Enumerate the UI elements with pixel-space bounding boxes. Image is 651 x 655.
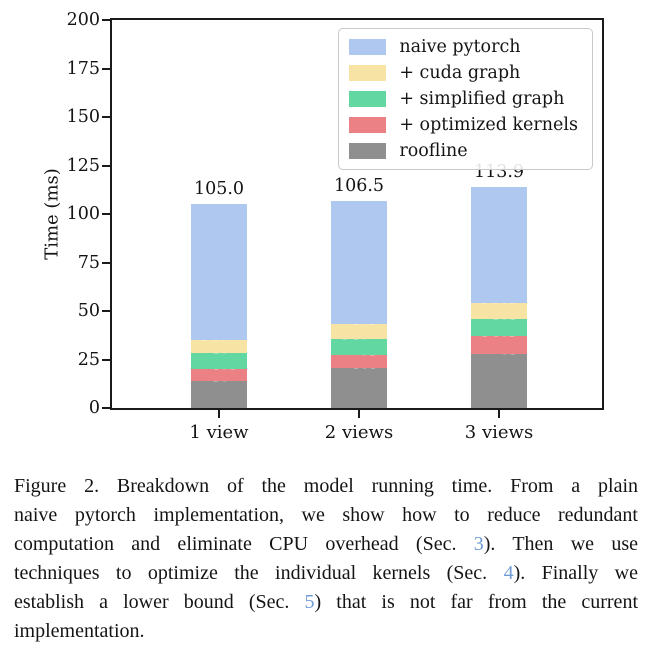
y-tick-mark xyxy=(102,164,110,167)
legend-entry-label: roofline xyxy=(399,141,468,161)
y-tick-mark xyxy=(102,407,110,409)
y-tick-label: 150 xyxy=(66,107,100,127)
legend-entry: + simplified graph xyxy=(349,88,578,110)
y-tick-mark xyxy=(102,261,110,264)
y-tick-label: 100 xyxy=(66,204,100,224)
y-tick-mark xyxy=(102,213,110,215)
caption-line: naive pytorch implementation, we show ho… xyxy=(14,501,638,530)
bar-segment-1-view--simplified-graph xyxy=(191,353,247,370)
caption-line: Figure 2. Breakdown of the model running… xyxy=(14,472,638,501)
x-tick-mark xyxy=(218,410,220,418)
legend-swatch xyxy=(349,91,387,107)
legend-entry: roofline xyxy=(349,140,578,162)
bar-segment-3-views--cuda-graph xyxy=(471,303,527,320)
caption-line: techniques to optimize the individual ke… xyxy=(14,559,638,588)
legend-entry-label: naive pytorch xyxy=(399,37,521,57)
bar-total-label: 105.0 xyxy=(193,179,245,200)
bar-segment-3-views--simplified-graph xyxy=(471,319,527,337)
caption-text: implementation. xyxy=(14,620,145,642)
legend-entry-label: + optimized kernels xyxy=(399,115,578,135)
bar-segment-3-views-roofline xyxy=(471,354,527,408)
y-tick-mark xyxy=(102,67,110,70)
caption-line: establish a lower bound (Sec. 5) that is… xyxy=(14,588,638,617)
x-tick-label: 3 views xyxy=(464,422,534,443)
caption-text: Figure 2. Breakdown of the model running… xyxy=(14,475,638,497)
y-tick-label: 75 xyxy=(77,252,100,273)
bar-segment-2-views-naive-pytorch xyxy=(331,201,387,324)
caption-line: computation and eliminate CPU overhead (… xyxy=(14,530,638,559)
x-tick-mark xyxy=(498,410,500,418)
x-tick-label: 1 view xyxy=(189,422,249,443)
caption-line: implementation. xyxy=(14,617,638,646)
legend-entry: + optimized kernels xyxy=(349,114,578,136)
y-tick-label: 0 xyxy=(88,398,100,418)
section-ref-link[interactable]: 4 xyxy=(503,562,514,584)
caption-text: naive pytorch implementation, we show ho… xyxy=(14,504,638,526)
bar-segment-2-views--simplified-graph xyxy=(331,338,387,356)
chart-legend: naive pytorch + cuda graph + simplified gr… xyxy=(338,28,593,170)
caption-text: techniques to optimize the individual ke… xyxy=(14,562,504,584)
bar-segment-1-view--optimized-kernels xyxy=(191,369,247,382)
bar-segment-1-view--cuda-graph xyxy=(191,339,247,354)
y-tick-mark xyxy=(102,19,110,21)
bar-segment-3-views-naive-pytorch xyxy=(471,187,527,304)
y-tick-label: 25 xyxy=(77,349,100,370)
bar-segment-3-views--optimized-kernels xyxy=(471,336,527,355)
legend-entry: naive pytorch xyxy=(349,36,578,58)
bar-total-label: 106.5 xyxy=(333,176,385,197)
x-tick-label: 2 views xyxy=(324,422,394,443)
legend-entry-label: + cuda graph xyxy=(399,63,521,83)
caption-text: computation and eliminate CPU overhead (… xyxy=(14,533,474,555)
caption-text: establish a lower bound (Sec. xyxy=(14,591,305,613)
bar-segment-1-view-roofline xyxy=(191,381,247,408)
y-tick-mark xyxy=(102,358,110,361)
bar-segment-2-views--cuda-graph xyxy=(331,323,387,339)
y-tick-mark xyxy=(102,310,110,312)
bar-segment-2-views-roofline xyxy=(331,368,387,408)
y-tick-label: 125 xyxy=(66,155,100,176)
plot-area: 13.720.028.235.2105.020.627.335.743.5106… xyxy=(110,18,604,410)
y-tick-label: 200 xyxy=(66,10,100,30)
y-tick-label: 50 xyxy=(77,301,100,321)
y-tick-mark xyxy=(102,116,110,118)
section-ref-link[interactable]: 3 xyxy=(473,533,484,555)
x-tick-mark xyxy=(358,410,360,418)
bar-segment-1-view-naive-pytorch xyxy=(191,204,247,340)
legend-entry: + cuda graph xyxy=(349,62,578,84)
legend-entry-label: + simplified graph xyxy=(399,89,565,109)
y-tick-label: 175 xyxy=(66,58,100,79)
legend-swatch xyxy=(349,39,387,55)
figure-caption: Figure 2. Breakdown of the model running… xyxy=(14,472,638,646)
legend-swatch xyxy=(349,117,387,133)
legend-swatch xyxy=(349,65,387,81)
section-ref-link[interactable]: 5 xyxy=(304,591,315,613)
caption-text: ). Then we use xyxy=(483,533,638,555)
caption-text: ). Finally we xyxy=(513,562,638,584)
legend-swatch xyxy=(349,143,387,159)
bar-segment-2-views--optimized-kernels xyxy=(331,355,387,369)
caption-text: ) that is not far from the current xyxy=(314,591,638,613)
